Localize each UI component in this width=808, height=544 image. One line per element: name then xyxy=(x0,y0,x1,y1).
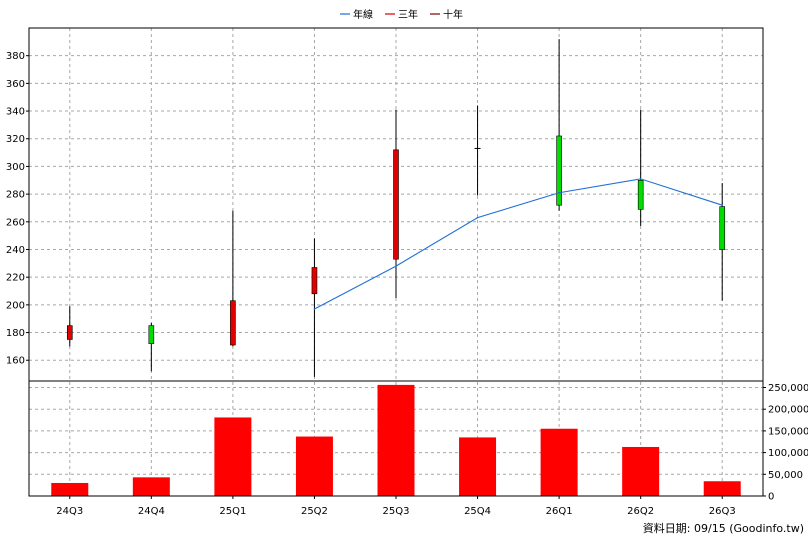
moving-average-line xyxy=(313,178,724,310)
x-tick-label-8: 26Q3 xyxy=(709,506,736,517)
volume-tick-label-0: 0 xyxy=(768,492,774,503)
price-tick-label-1: 180 xyxy=(6,328,25,339)
series-point-2 xyxy=(476,216,479,219)
volume-bar-7 xyxy=(622,446,660,496)
series-point-5 xyxy=(721,204,724,206)
volume-tick-label-3: 150,000 xyxy=(768,426,808,437)
volume-tick-label-4: 200,000 xyxy=(768,405,808,416)
price-tick-label-7: 300 xyxy=(6,162,25,173)
price-tick-label-9: 340 xyxy=(6,107,25,118)
x-tick-label-6: 26Q1 xyxy=(546,506,573,517)
volume-bar-1 xyxy=(132,477,170,496)
data-date-footer: 資料日期: 09/15 (Goodinfo.tw) xyxy=(642,522,804,535)
candle-body-2 xyxy=(230,300,236,346)
candle-body-1 xyxy=(148,325,155,344)
price-tick-label-10: 360 xyxy=(6,79,25,90)
price-tick-label-8: 320 xyxy=(6,134,25,145)
x-tick-label-7: 26Q2 xyxy=(627,506,654,517)
legend-label-2: 十年 xyxy=(443,8,463,21)
candlesticks xyxy=(66,39,726,377)
volume-bar-2 xyxy=(214,417,252,496)
price-tick-label-6: 280 xyxy=(6,190,25,201)
series-point-1 xyxy=(395,265,397,267)
x-tick-label-1: 24Q4 xyxy=(138,506,165,517)
volume-bar-5 xyxy=(459,437,497,496)
volume-bar-4 xyxy=(377,384,415,496)
volume-tick-label-2: 100,000 xyxy=(768,448,808,459)
legend: 年線 三年 十年 xyxy=(340,8,463,21)
legend-label-1: 三年 xyxy=(398,8,418,21)
price-tick-label-0: 160 xyxy=(6,356,25,367)
legend-label-0: 年線 xyxy=(353,8,373,21)
series-line-0 xyxy=(314,178,723,310)
price-tick-label-11: 380 xyxy=(6,51,25,62)
x-tick-label-4: 25Q3 xyxy=(383,506,410,517)
axes xyxy=(26,27,766,499)
volume-bars xyxy=(51,384,741,496)
candle-body-8 xyxy=(719,206,726,250)
candle-body-4 xyxy=(393,149,399,260)
price-tick-label-2: 200 xyxy=(6,300,25,311)
axis-labels: 160 180 200 220 240 260 280 300 320 340 360 380 0 50,… xyxy=(6,51,808,517)
series-point-3 xyxy=(558,191,560,194)
volume-tick-label-5: 250,000 xyxy=(768,383,808,394)
volume-bar-6 xyxy=(540,428,578,496)
volume-bar-0 xyxy=(51,482,89,496)
candle-body-0 xyxy=(66,325,73,340)
candle-body-6 xyxy=(556,135,562,206)
x-tick-label-5: 25Q4 xyxy=(464,506,491,517)
volume-bar-8 xyxy=(703,481,741,496)
price-tick-label-5: 260 xyxy=(6,217,25,228)
candle-body-3 xyxy=(311,267,318,295)
series-point-4 xyxy=(639,178,642,180)
volume-tick-label-1: 50,000 xyxy=(768,470,803,481)
x-tick-label-0: 24Q3 xyxy=(56,506,83,517)
series-point-0 xyxy=(313,308,316,310)
price-tick-label-3: 220 xyxy=(6,273,25,284)
candle-body-7 xyxy=(637,179,644,210)
volume-bar-3 xyxy=(295,436,333,496)
x-tick-label-2: 25Q1 xyxy=(219,506,246,517)
price-tick-label-4: 240 xyxy=(6,245,25,256)
x-tick-label-3: 25Q2 xyxy=(301,506,328,517)
